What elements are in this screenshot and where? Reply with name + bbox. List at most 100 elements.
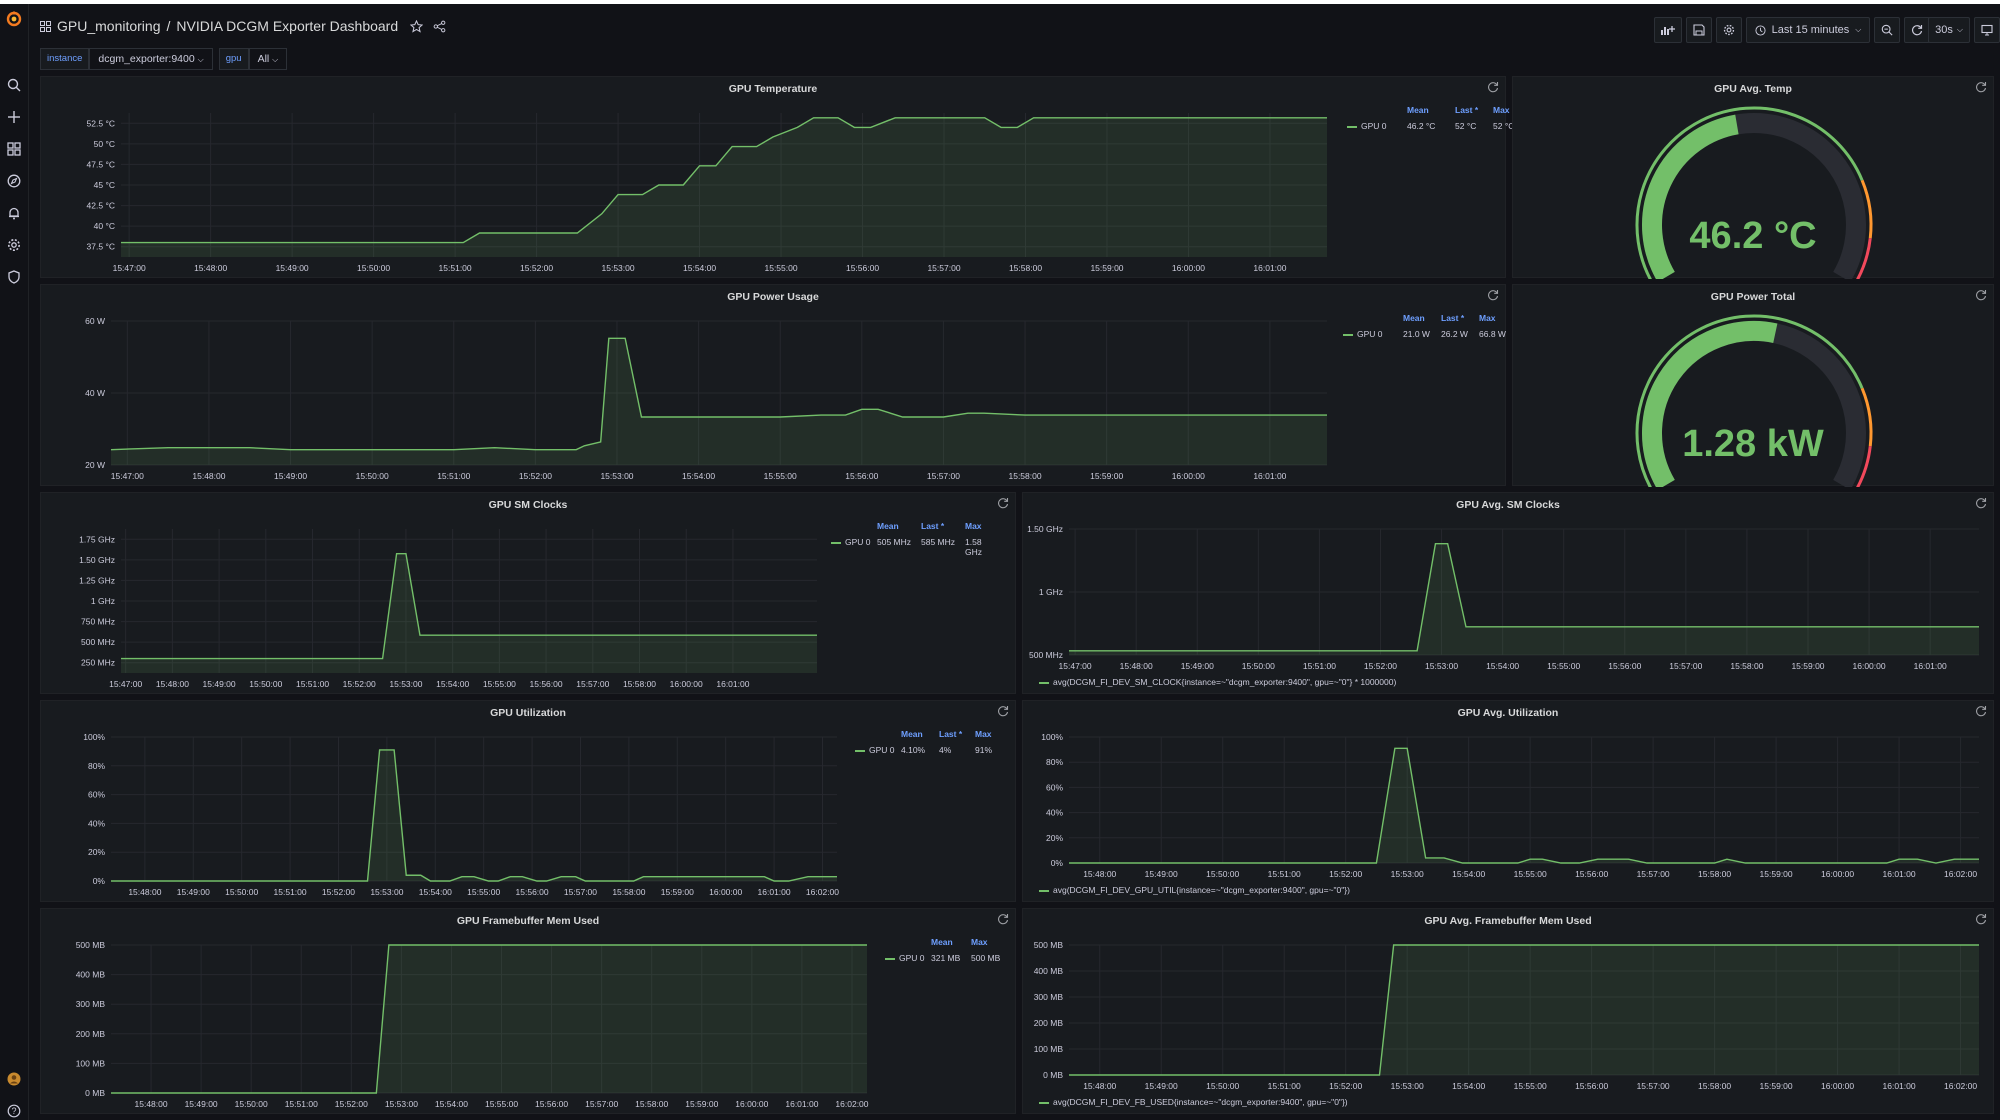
chevron-down-icon: ⌵ <box>197 55 204 64</box>
x-tick-label: 15:57:00 <box>927 263 960 273</box>
zoom-out-button[interactable] <box>1874 17 1900 43</box>
series-line[interactable] <box>121 117 1327 244</box>
panel-refresh-icon[interactable] <box>1975 289 1987 301</box>
panel-refresh-icon[interactable] <box>997 497 1009 509</box>
y-tick-label: 0% <box>1051 858 1064 868</box>
panel-gpu-avg-sm-clocks[interactable]: GPU Avg. SM Clocks 1.50 GHz 1 GHz 500 MHz 1… <box>1022 492 1994 694</box>
x-tick-label: 15:58:00 <box>1730 661 1763 671</box>
y-tick-label: 47.5 °C <box>87 159 115 169</box>
chevron-down-icon: ⌵ <box>272 55 279 64</box>
legend-avg-sm-clocks[interactable]: avg(DCGM_FI_DEV_SM_CLOCK{instance=~"dcgm… <box>1039 677 1396 687</box>
series-line[interactable] <box>1069 543 1979 652</box>
dashboard-settings-button[interactable] <box>1716 17 1742 43</box>
panel-refresh-icon[interactable] <box>1975 913 1987 925</box>
panel-refresh-icon[interactable] <box>1487 289 1499 301</box>
panel-gpu-power-total[interactable]: GPU Power Total 1.28 kW <box>1512 284 1994 487</box>
panel-refresh-icon[interactable] <box>997 913 1009 925</box>
share-icon[interactable] <box>433 20 446 33</box>
series-line[interactable] <box>121 552 817 660</box>
panel-gpu-power-usage[interactable]: GPU Power Usage 60 W 40 W 20 W 15:47:00 15:4… <box>40 284 1506 486</box>
x-tick-label: 15:48:00 <box>156 679 189 689</box>
x-tick-label: 15:49:00 <box>185 1099 218 1109</box>
series-line[interactable] <box>110 337 1327 451</box>
temperature-chart: 52.5 °C 50 °C 47.5 °C 45 °C 42.5 °C 40 °C 37.5… <box>87 113 1327 273</box>
x-tick-label: 15:49:00 <box>1181 661 1214 671</box>
x-tick-label: 15:48:00 <box>135 1099 168 1109</box>
x-tick-label: 16:00:00 <box>735 1099 768 1109</box>
series-line[interactable] <box>1069 747 1979 864</box>
series-line[interactable] <box>111 944 867 1094</box>
legend-series[interactable]: GPU 0 <box>1343 329 1403 339</box>
panel-gpu-sm-clocks[interactable]: GPU SM Clocks 1.75 GHz 1.50 GHz 1.25 GHz 1 … <box>40 492 1016 694</box>
panel-gpu-utilization[interactable]: GPU Utilization 100% 80% 60% 40% 20% 0% 15:48:… <box>40 700 1016 902</box>
folder-link[interactable]: GPU_monitoring <box>57 18 161 34</box>
search-icon[interactable] <box>5 76 23 94</box>
x-tick-label: 15:55:00 <box>1514 1081 1547 1091</box>
legend-utilization: Mean Last * Max GPU 0 4.10% 4% 91% <box>855 729 1003 755</box>
y-tick-label: 100 MB <box>1034 1044 1064 1054</box>
legend-header-max: Max <box>965 521 982 531</box>
panel-gpu-temperature[interactable]: GPU Temperature 52.5 °C 50 °C 47.5 °C 45 °C… <box>40 76 1514 278</box>
explore-compass-icon[interactable] <box>5 172 23 190</box>
panel-gpu-avg-temp[interactable]: GPU Avg. Temp 46.2 °C <box>1512 76 1994 279</box>
legend-avg-framebuffer[interactable]: avg(DCGM_FI_DEV_FB_USED{instance=~"dcgm_… <box>1039 1097 1348 1107</box>
tv-mode-button[interactable] <box>1974 17 2000 43</box>
panel-title: GPU SM Clocks <box>488 499 568 511</box>
x-tick-label: 15:59:00 <box>661 887 694 897</box>
legend-header-max: Max <box>1479 313 1496 323</box>
x-tick-label: 15:56:00 <box>845 471 878 481</box>
refresh-interval-picker[interactable]: 30s ⌵ <box>1928 17 1970 43</box>
legend-series[interactable]: GPU 0 <box>831 537 877 557</box>
star-icon[interactable] <box>410 19 424 33</box>
x-tick-label: 16:00:00 <box>1172 263 1205 273</box>
panel-refresh-icon[interactable] <box>1975 81 1987 93</box>
legend-avg-utilization[interactable]: avg(DCGM_FI_DEV_GPU_UTIL{instance=~"dcgm… <box>1039 885 1350 895</box>
add-panel-button[interactable] <box>1654 17 1682 43</box>
temperature-gauge <box>1635 106 1873 279</box>
x-tick-label: 15:55:00 <box>485 1099 518 1109</box>
y-tick-label: 0% <box>93 876 106 886</box>
series-line[interactable] <box>1069 944 1979 1076</box>
panel-refresh-icon[interactable] <box>1975 705 1987 717</box>
panel-refresh-icon[interactable] <box>1487 81 1499 93</box>
legend-series-name: GPU 0 <box>845 537 871 547</box>
server-admin-shield-icon[interactable] <box>5 268 23 286</box>
x-tick-label: 16:00:00 <box>1821 869 1854 879</box>
dashboards-icon[interactable] <box>5 140 23 158</box>
plus-icon[interactable] <box>5 108 23 126</box>
legend-series[interactable]: GPU 0 <box>855 745 901 755</box>
x-tick-label: 16:01:00 <box>785 1099 818 1109</box>
series-line[interactable] <box>111 749 837 882</box>
series-area <box>1069 543 1979 655</box>
panel-gpu-avg-utilization[interactable]: GPU Avg. Utilization 100% 80% 60% 40% 20% 0% 1… <box>1022 700 1994 902</box>
power-chart: 60 W 40 W 20 W 15:47:00 15:48:00 15:49:00 15:5… <box>85 316 1327 481</box>
dashboard-title[interactable]: NVIDIA DCGM Exporter Dashboard <box>176 18 399 34</box>
legend-query: avg(DCGM_FI_DEV_FB_USED{instance=~"dcgm_… <box>1053 1097 1348 1107</box>
variable-select-instance[interactable]: dcgm_exporter:9400 ⌵ <box>89 48 213 70</box>
y-tick-label: 40 °C <box>94 221 115 231</box>
x-tick-label: 15:48:00 <box>1083 869 1116 879</box>
user-avatar[interactable] <box>5 1070 23 1088</box>
x-tick-label: 15:58:00 <box>612 887 645 897</box>
legend-series[interactable]: GPU 0 <box>885 953 931 963</box>
time-range-picker[interactable]: Last 15 minutes ⌵ <box>1746 17 1870 43</box>
panel-gpu-avg-framebuffer-mem-used[interactable]: GPU Avg. Framebuffer Mem Used 500 MB 400 … <box>1022 908 1994 1114</box>
save-dashboard-button[interactable] <box>1686 17 1712 43</box>
variable-select-gpu[interactable]: All ⌵ <box>248 48 288 70</box>
x-tick-label: 15:59:00 <box>1090 263 1123 273</box>
configuration-gear-icon[interactable] <box>5 236 23 254</box>
panel-gpu-framebuffer-mem-used[interactable]: GPU Framebuffer Mem Used 500 MB 400 MB 300… <box>40 908 1016 1114</box>
panel-title: GPU Avg. Temp <box>1714 83 1792 95</box>
top-strip <box>0 0 2000 4</box>
help-icon[interactable]: ? <box>5 1102 23 1120</box>
panel-refresh-icon[interactable] <box>997 705 1009 717</box>
x-tick-label: 16:00:00 <box>1172 471 1205 481</box>
legend-series[interactable]: GPU 0 <box>1347 121 1407 131</box>
alerting-bell-icon[interactable] <box>5 204 23 222</box>
y-tick-label: 50 °C <box>94 139 115 149</box>
panel-refresh-icon[interactable] <box>1975 497 1987 509</box>
refresh-button[interactable] <box>1904 17 1930 43</box>
grafana-logo-icon[interactable] <box>5 10 23 28</box>
time-range-label: Last 15 minutes <box>1771 24 1850 36</box>
x-tick-label: 15:56:00 <box>516 887 549 897</box>
